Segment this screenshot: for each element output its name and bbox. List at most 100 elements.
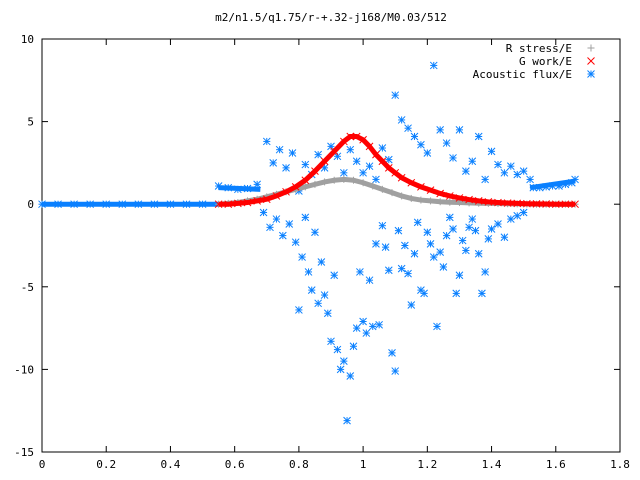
data-point: [301, 213, 310, 222]
data-point: [494, 220, 502, 228]
data-point: [484, 235, 493, 243]
data-point: [330, 271, 339, 280]
data-point: [295, 306, 303, 314]
data-point: [500, 233, 509, 242]
y-tick-label: 0: [27, 198, 34, 211]
data-point: [365, 162, 374, 171]
x-tick-label: 0: [39, 458, 46, 471]
data-point: [301, 160, 310, 169]
data-point: [449, 154, 457, 162]
data-point: [404, 124, 412, 133]
data-point: [359, 168, 367, 177]
data-point: [429, 253, 438, 261]
data-point: [506, 162, 515, 171]
data-point: [397, 264, 406, 273]
data-point: [462, 246, 470, 255]
data-point: [458, 236, 467, 245]
data-point: [356, 268, 364, 276]
data-point: [526, 175, 534, 184]
data-point: [455, 271, 464, 280]
data-point: [352, 324, 361, 332]
data-point: [291, 238, 300, 247]
data-point: [346, 372, 355, 380]
data-point: [359, 317, 367, 326]
legend-label: Acoustic flux/E: [473, 68, 572, 81]
legend-label: G work/E: [519, 55, 572, 68]
data-point: [317, 258, 326, 266]
data-point: [311, 228, 319, 237]
legend-marker: [587, 44, 595, 52]
data-point: [375, 320, 384, 329]
data-point: [442, 231, 451, 240]
data-point: [481, 175, 489, 184]
y-tick-label: -5: [21, 281, 34, 294]
data-point: [259, 208, 268, 217]
data-point: [384, 266, 393, 275]
data-point: [442, 139, 451, 147]
data-point: [410, 132, 419, 141]
data-point: [506, 215, 515, 223]
data-point: [304, 268, 313, 276]
x-tick-label: 0.8: [289, 458, 309, 471]
data-point: [278, 231, 287, 240]
data-point: [262, 137, 271, 146]
axis-ticks: 0 0.2 0.4 0.6 0.8 1 1.2 1.4 1.6 1.8 10 5 0 -5 -10 -15: [14, 33, 630, 471]
data-point: [417, 140, 425, 149]
x-tick-label: 1.8: [610, 458, 630, 471]
data-point: [423, 228, 432, 237]
data-point: [339, 357, 348, 365]
data-point: [288, 149, 297, 157]
data-point: [378, 144, 387, 152]
data-point: [349, 342, 358, 351]
data-point: [394, 226, 403, 235]
data-point: [436, 248, 445, 256]
g-work-band: [218, 133, 576, 207]
data-point: [368, 322, 377, 331]
data-point: [445, 213, 454, 222]
y-tick-label: -15: [14, 446, 34, 459]
data-point: [298, 253, 306, 261]
data-point: [439, 263, 448, 271]
y-tick-label: 10: [21, 33, 34, 46]
data-point: [372, 175, 380, 184]
data-point: [343, 416, 351, 425]
data-point: [471, 226, 480, 235]
data-point: [407, 301, 416, 309]
data-point: [314, 299, 323, 308]
r-stress-band: [218, 176, 576, 207]
x-tick-label: 0.2: [96, 458, 116, 471]
data-point: [320, 291, 329, 299]
data-point: [494, 160, 502, 169]
legend-label: R stress/E: [506, 42, 572, 55]
legend-marker: [587, 57, 595, 65]
chart-marks: [38, 61, 579, 425]
data-point: [307, 286, 316, 294]
data-point: [391, 91, 400, 100]
data-point: [391, 367, 400, 375]
data-point: [323, 309, 332, 318]
data-point: [362, 329, 371, 337]
data-point: [487, 225, 496, 233]
data-point: [478, 289, 486, 298]
data-point: [275, 145, 284, 154]
data-point: [468, 157, 477, 166]
data-point: [327, 337, 335, 346]
data-point: [401, 241, 409, 250]
data-point: [465, 223, 473, 232]
data-point: [333, 345, 342, 354]
data-point: [397, 116, 406, 124]
data-point: [474, 132, 483, 141]
x-tick-label: 1: [360, 458, 367, 471]
data-point: [266, 223, 274, 232]
data-point: [500, 168, 509, 177]
y-tick-label: 5: [27, 116, 34, 129]
data-point: [426, 239, 435, 248]
data-point: [372, 239, 380, 248]
data-point: [404, 269, 412, 278]
flux-tail: [529, 178, 576, 191]
data-point: [481, 268, 489, 276]
data-point: [423, 149, 432, 157]
data-point: [462, 167, 470, 176]
data-point: [365, 276, 374, 285]
